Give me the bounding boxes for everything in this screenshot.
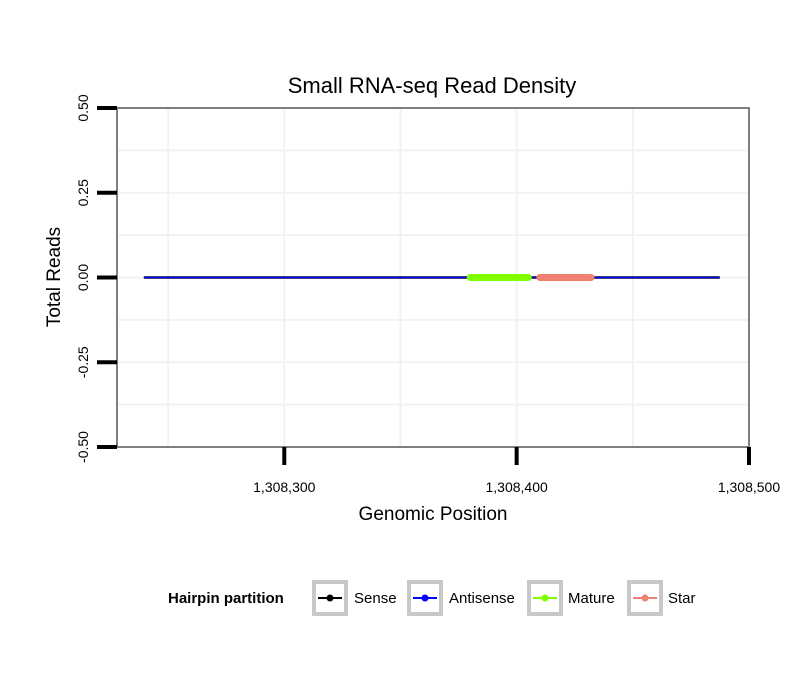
- x-tick-label: 1,308,400: [485, 479, 547, 495]
- legend-key-box: [407, 580, 443, 616]
- legend-key-marker: [541, 594, 549, 602]
- legend-label: Sense: [354, 590, 397, 607]
- y-tick-label: 0.25: [75, 179, 91, 206]
- legend-label: Antisense: [449, 590, 515, 607]
- y-tick-label: -0.50: [75, 431, 91, 463]
- legend-item-star: Star: [627, 580, 696, 616]
- legend: Hairpin partition Sense Antisense Mature St…: [168, 580, 696, 616]
- chart-title: Small RNA-seq Read Density: [288, 73, 577, 98]
- y-tick-label: 0.50: [75, 94, 91, 121]
- y-axis-title: Total Reads: [44, 227, 65, 327]
- legend-label: Star: [668, 590, 696, 607]
- legend-item-antisense: Antisense: [407, 580, 515, 616]
- y-axis: -0.50 -0.25 0.00 0.25 0.50: [75, 94, 117, 463]
- x-axis: 1,308,300 1,308,400 1,308,500: [253, 447, 780, 495]
- legend-item-mature: Mature: [527, 580, 615, 616]
- legend-key-marker: [641, 594, 649, 602]
- y-tick-label: 0.00: [75, 264, 91, 291]
- x-axis-title: Genomic Position: [359, 504, 508, 525]
- legend-items: Sense Antisense Mature Star: [312, 580, 696, 616]
- x-tick-label: 1,308,300: [253, 479, 315, 495]
- legend-key-marker: [421, 594, 429, 602]
- legend-title: Hairpin partition: [168, 590, 284, 607]
- x-tick-label: 1,308,500: [718, 479, 780, 495]
- legend-label: Mature: [568, 590, 615, 607]
- legend-key-marker: [326, 594, 334, 602]
- legend-item-sense: Sense: [312, 580, 397, 616]
- y-tick-label: -0.25: [75, 346, 91, 378]
